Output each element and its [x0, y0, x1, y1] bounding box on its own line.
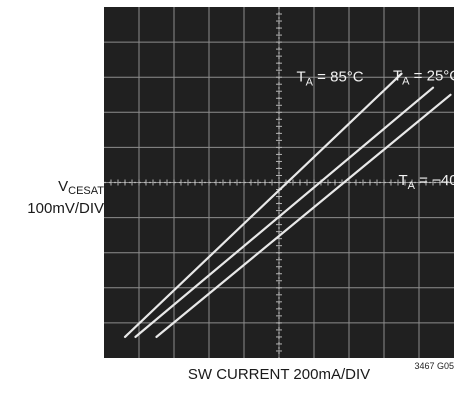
traces — [123, 72, 452, 338]
y-axis-label: VCESAT 100mV/DIV — [27, 178, 104, 217]
trace-labels: TA = 85°C TA = 25°C TA = −40°C — [297, 68, 455, 192]
x-axis-label: SW CURRENT 200mA/DIV — [187, 366, 371, 383]
trace-line-0 — [123, 72, 403, 338]
trace-label-2: TA = −40°C — [399, 172, 455, 192]
trace-label-0: TA = 85°C — [297, 69, 364, 89]
plot-area: TA = 85°C TA = 25°C TA = −40°C — [104, 7, 454, 358]
trace-line-1 — [134, 86, 435, 338]
oscilloscope-screen: TA = 85°C TA = 25°C TA = −40°C — [104, 7, 454, 358]
trace-label-1: TA = 25°C — [393, 68, 454, 88]
trace-line-2 — [155, 93, 452, 338]
figure-id: 3467 G05 — [414, 361, 454, 371]
grid — [104, 7, 454, 358]
